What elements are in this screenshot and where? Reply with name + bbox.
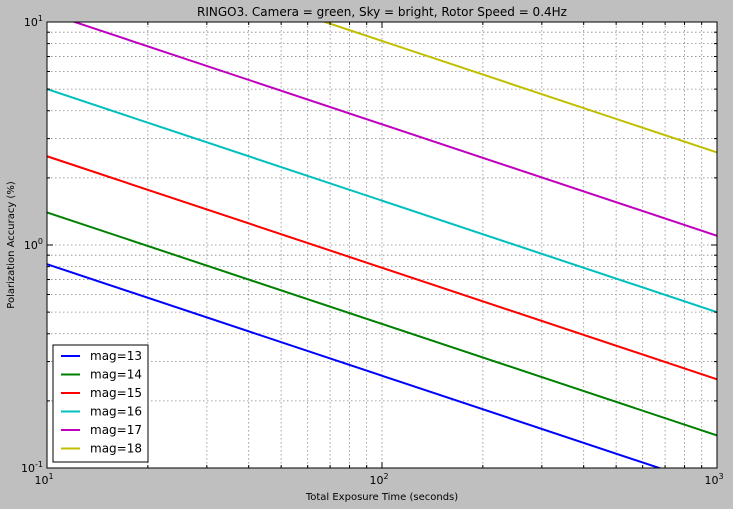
x-tick-label: 101 bbox=[34, 472, 53, 487]
legend-label: mag=18 bbox=[90, 442, 142, 456]
series-line-mag-16 bbox=[47, 88, 717, 314]
series-line-mag-18 bbox=[321, 22, 717, 154]
y-tick-label: 101 bbox=[24, 14, 43, 29]
series-line-mag-17 bbox=[71, 22, 717, 237]
series-lines bbox=[47, 22, 717, 468]
legend: mag=13 mag=14 mag=15 mag=16 mag=17 mag=18 bbox=[52, 344, 149, 463]
plot-area bbox=[47, 22, 717, 468]
y-tick-label: 10-1 bbox=[21, 460, 43, 475]
x-tick-label: 103 bbox=[704, 472, 723, 487]
y-tick-label: 100 bbox=[24, 237, 43, 252]
legend-label: mag=15 bbox=[90, 386, 142, 400]
y-axis-label: Polarization Accuracy (%) bbox=[6, 181, 17, 309]
legend-label: mag=14 bbox=[90, 368, 142, 382]
chart-title: RINGO3. Camera = green, Sky = bright, Ro… bbox=[197, 5, 567, 19]
series-line-mag-14 bbox=[47, 211, 717, 437]
x-tick-label: 102 bbox=[369, 472, 388, 487]
legend-label: mag=13 bbox=[90, 349, 142, 363]
axis-ticks: 101 102 103 10-1 100 101 bbox=[21, 14, 724, 487]
legend-box bbox=[52, 344, 149, 463]
x-axis-label: Total Exposure Time (seconds) bbox=[305, 492, 458, 503]
legend-label: mag=17 bbox=[90, 423, 142, 437]
series-line-mag-13 bbox=[47, 263, 663, 468]
legend-label: mag=16 bbox=[90, 405, 142, 419]
series-line-mag-15 bbox=[47, 155, 717, 381]
